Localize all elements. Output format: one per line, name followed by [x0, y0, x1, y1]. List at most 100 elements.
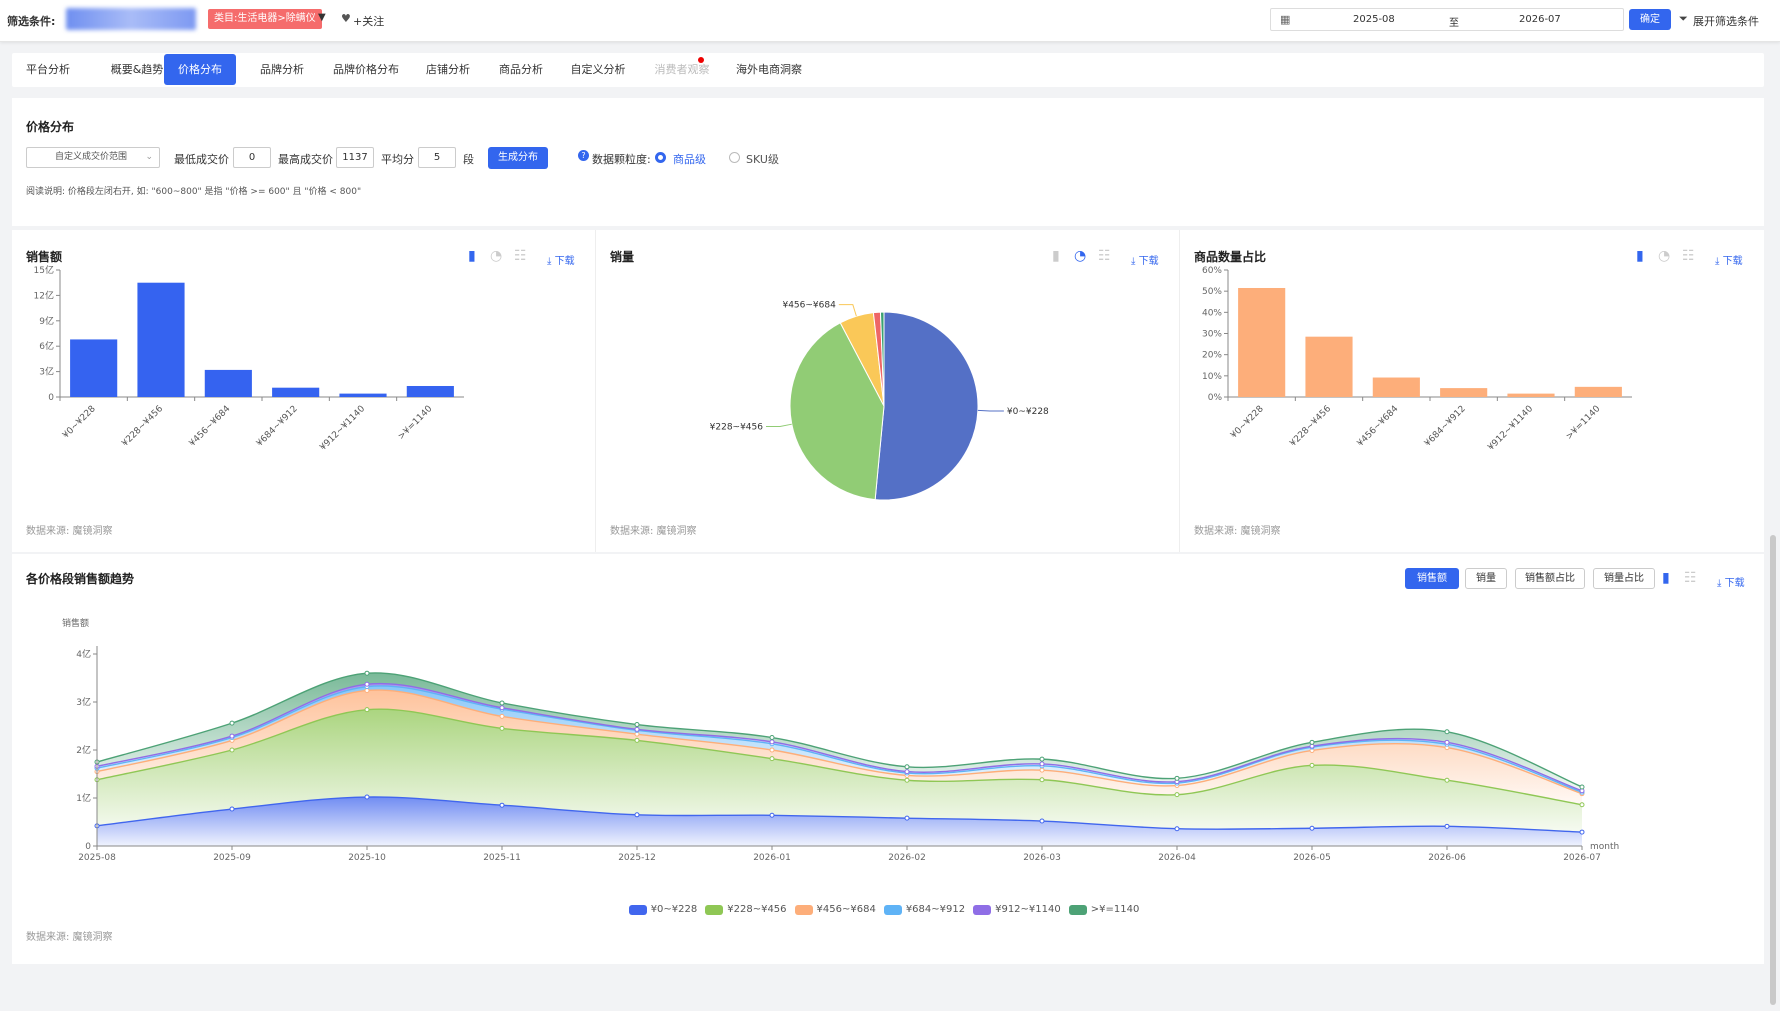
bar-chart-icon[interactable]: ▮: [1052, 248, 1060, 264]
legend-item[interactable]: ¥0~¥228: [628, 904, 697, 915]
tab-shop[interactable]: 店铺分析: [426, 63, 470, 76]
tab-platform[interactable]: 平台分析: [26, 63, 70, 76]
series-point: [634, 812, 640, 818]
pie-label-line: [766, 423, 792, 428]
help-icon[interactable]: ?: [578, 150, 589, 161]
price-range-select[interactable]: 自定义成交价范围 ⌄: [26, 147, 160, 168]
legend-label: ¥228~¥456: [727, 904, 787, 915]
tab-brand-price[interactable]: 品牌价格分布: [333, 63, 399, 76]
min-price-input[interactable]: 0: [233, 147, 271, 168]
generate-button[interactable]: 生成分布: [488, 147, 548, 169]
legend-swatch: [705, 904, 724, 915]
legend-label: ¥912~¥1140: [995, 904, 1061, 915]
series-point: [769, 812, 775, 818]
series-point: [769, 739, 775, 745]
volume-chart-panel: 销量 ▮ ◔ ☷ ⤓ 下载 ¥0~¥228 ¥228~¥456 ¥456~¥684 …: [596, 230, 1180, 552]
split-unit: 段: [463, 153, 474, 166]
legend-item[interactable]: >¥=1140: [1068, 904, 1139, 915]
radio-item-level-label[interactable]: 商品级: [673, 153, 706, 166]
series-point: [499, 725, 505, 731]
pie-label-line: [977, 409, 1004, 412]
series-point: [364, 670, 370, 676]
sales-chart-panel: 销售额 ▮ ◔ ☷ ⤓ 下载 0 3亿 6亿 9亿 12亿 15亿 ¥0~¥228 ¥228~…: [12, 230, 596, 552]
legend-label: ¥456~¥684: [816, 904, 876, 915]
series-point: [1039, 756, 1045, 762]
min-price-label: 最低成交价: [174, 153, 229, 166]
expand-filter-button[interactable]: 展开筛选条件: [1693, 15, 1759, 28]
split-label: 平均分: [381, 153, 414, 166]
table-icon[interactable]: ☷: [514, 248, 527, 264]
tab-custom[interactable]: 自定义分析: [570, 63, 626, 76]
tab-overview[interactable]: 概要&趋势: [110, 63, 164, 76]
y-tick-label: 4亿: [76, 648, 91, 660]
download-button[interactable]: ⤓ 下载: [1715, 256, 1743, 267]
tab-product[interactable]: 商品分析: [499, 63, 543, 76]
series-point: [1579, 802, 1585, 808]
series-point: [229, 747, 235, 753]
category-tag[interactable]: 类目:生活电器>除螨仪: [208, 9, 322, 29]
x-tick-label: ¥0~¥228: [61, 404, 98, 441]
tab-price-distribution[interactable]: 价格分布: [164, 54, 236, 85]
legend-item[interactable]: ¥228~¥456: [705, 904, 787, 915]
bar-chart-icon[interactable]: ▮: [1636, 248, 1644, 264]
confirm-button[interactable]: 确定: [1629, 9, 1671, 30]
download-button[interactable]: ⤓ 下载: [1717, 578, 1745, 589]
calendar-icon: ▦: [1280, 13, 1291, 26]
metric-sales-share-button[interactable]: 销售额占比: [1515, 568, 1585, 589]
section-title: 价格分布: [26, 120, 75, 134]
legend-item[interactable]: ¥684~¥912: [883, 904, 965, 915]
x-tick-label: 2026-06: [1428, 853, 1466, 863]
tab-consumer[interactable]: 消费者观察: [654, 63, 710, 76]
bar-chart-icon[interactable]: ▮: [468, 248, 476, 264]
radio-sku-level-label[interactable]: SKU级: [746, 153, 779, 166]
series-area: [97, 690, 1582, 805]
series-point: [364, 681, 370, 687]
radio-item-level[interactable]: [655, 152, 666, 163]
download-button[interactable]: ⤓ 下载: [547, 256, 575, 267]
y-tick-label: 40%: [1202, 308, 1222, 318]
data-source: 数据来源: 魔镜洞察: [26, 526, 113, 537]
series-point: [229, 733, 235, 739]
x-tick-label: 2025-12: [618, 853, 656, 863]
reading-note: 阅读说明: 价格段左闭右开, 如: "600~800" 是指 "价格 >= 60…: [26, 187, 362, 197]
series-point: [1174, 826, 1180, 832]
chevron-down-icon[interactable]: ▼: [318, 12, 326, 23]
metric-volume-button[interactable]: 销量: [1465, 568, 1507, 589]
pie-chart-icon[interactable]: ◔: [1074, 248, 1087, 264]
bar-chart-icon[interactable]: ▮: [1662, 570, 1670, 586]
filter-icon[interactable]: ⏷: [1679, 12, 1688, 25]
notification-dot: [698, 57, 704, 63]
radio-sku-level[interactable]: [729, 152, 740, 163]
series-point: [634, 726, 640, 732]
legend-item[interactable]: ¥456~¥684: [794, 904, 876, 915]
download-button[interactable]: ⤓ 下载: [1131, 256, 1159, 267]
page-scrollbar[interactable]: [1770, 535, 1776, 1005]
chart-title: 销售额: [26, 250, 63, 264]
table-icon[interactable]: ☷: [1682, 248, 1695, 264]
tab-overseas[interactable]: 海外电商洞察: [736, 63, 802, 76]
series-point: [1174, 792, 1180, 798]
y-tick-label: 0: [85, 842, 91, 852]
x-tick-label: ¥228~¥456: [1288, 404, 1333, 449]
follow-button[interactable]: +关注: [353, 15, 385, 28]
table-icon[interactable]: ☷: [1098, 248, 1111, 264]
y-tick-label: 20%: [1202, 351, 1222, 361]
series-point: [1579, 829, 1585, 835]
tab-brand[interactable]: 品牌分析: [260, 63, 304, 76]
pie-chart-icon[interactable]: ◔: [1658, 248, 1671, 264]
date-end[interactable]: 2026-07: [1519, 14, 1561, 25]
redacted-shop-field[interactable]: [66, 8, 196, 30]
date-range-picker[interactable]: ▦ 2025-08 至 2026-07: [1270, 8, 1624, 31]
table-icon[interactable]: ☷: [1684, 570, 1697, 586]
metric-sales-button[interactable]: 销售额: [1405, 568, 1459, 589]
split-count-input[interactable]: 5: [418, 147, 456, 168]
heart-icon[interactable]: ♥: [341, 12, 351, 25]
bar: [204, 369, 252, 397]
chart-title: 销量: [610, 250, 635, 264]
series-point: [1309, 762, 1315, 768]
legend-item[interactable]: ¥912~¥1140: [973, 904, 1061, 915]
pie-chart-icon[interactable]: ◔: [490, 248, 503, 264]
max-price-input[interactable]: 1137: [336, 147, 374, 168]
date-start[interactable]: 2025-08: [1353, 14, 1395, 25]
metric-volume-share-button[interactable]: 销量占比: [1593, 568, 1655, 589]
